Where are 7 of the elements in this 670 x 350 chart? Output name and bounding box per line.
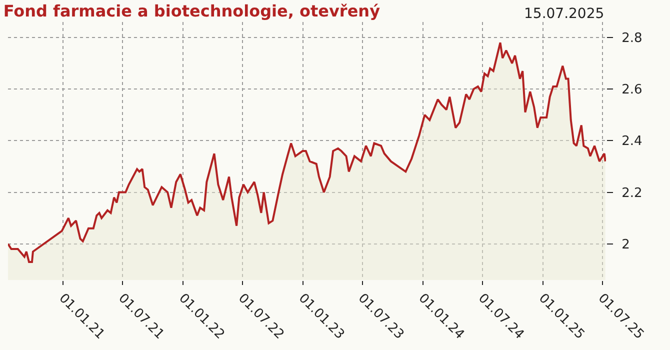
chart-title: Fond farmacie a biotechnologie, otevřený	[3, 1, 381, 20]
y-tick-label: 2	[622, 237, 630, 252]
y-tick-label: 2.2	[622, 186, 642, 201]
y-tick-label: 2.8	[622, 31, 642, 46]
y-tick-label: 2.4	[622, 134, 642, 150]
y-tick-label: 2.6	[622, 82, 642, 98]
annotation: 15.07.2025	[524, 6, 604, 22]
